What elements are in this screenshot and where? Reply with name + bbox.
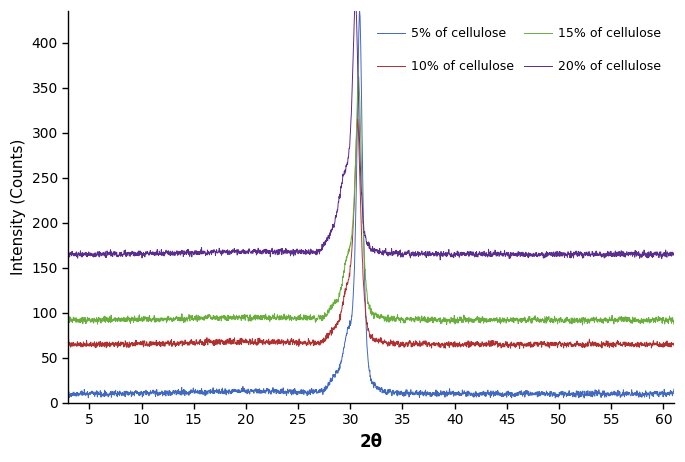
10% of cellulose [670, 343, 678, 348]
10% of cellulose [64, 337, 73, 342]
20% of cellulose [284, 248, 292, 254]
Line: 15% of cellulose: 15% of cellulose [68, 77, 674, 325]
20% of cellulose [670, 251, 678, 257]
Y-axis label: Intensity (Counts): Intensity (Counts) [11, 139, 26, 275]
10% of cellulose [515, 346, 523, 352]
15% of cellulose [545, 319, 553, 324]
5% of cellulose [64, 389, 73, 395]
20% of cellulose [436, 257, 445, 262]
5% of cellulose [670, 386, 678, 392]
5% of cellulose [645, 395, 653, 401]
15% of cellulose [578, 322, 586, 328]
X-axis label: 2θ: 2θ [360, 433, 383, 451]
15% of cellulose [64, 317, 73, 323]
15% of cellulose [670, 322, 678, 327]
10% of cellulose [423, 343, 431, 348]
10% of cellulose [546, 343, 554, 349]
5% of cellulose [545, 394, 553, 399]
15% of cellulose [513, 318, 521, 324]
20% of cellulose [95, 251, 103, 256]
15% of cellulose [95, 318, 103, 323]
20% of cellulose [513, 250, 521, 256]
10% of cellulose [284, 337, 292, 342]
5% of cellulose [95, 392, 103, 397]
15% of cellulose [423, 317, 431, 323]
Legend: 5% of cellulose, 10% of cellulose, 15% of cellulose, 20% of cellulose: 5% of cellulose, 10% of cellulose, 15% o… [373, 23, 664, 77]
5% of cellulose [356, 7, 364, 13]
Line: 5% of cellulose: 5% of cellulose [68, 10, 674, 398]
10% of cellulose [513, 341, 521, 347]
15% of cellulose [449, 316, 458, 322]
Line: 20% of cellulose: 20% of cellulose [68, 6, 674, 260]
5% of cellulose [513, 393, 521, 398]
20% of cellulose [64, 254, 73, 259]
20% of cellulose [546, 252, 554, 258]
15% of cellulose [284, 316, 292, 321]
5% of cellulose [284, 387, 292, 393]
Line: 10% of cellulose: 10% of cellulose [68, 119, 674, 349]
5% of cellulose [423, 390, 431, 395]
20% of cellulose [449, 252, 458, 257]
20% of cellulose [351, 4, 359, 9]
20% of cellulose [423, 252, 431, 258]
10% of cellulose [353, 116, 362, 122]
5% of cellulose [449, 390, 458, 395]
15% of cellulose [355, 74, 363, 79]
10% of cellulose [95, 340, 103, 345]
10% of cellulose [449, 343, 458, 349]
